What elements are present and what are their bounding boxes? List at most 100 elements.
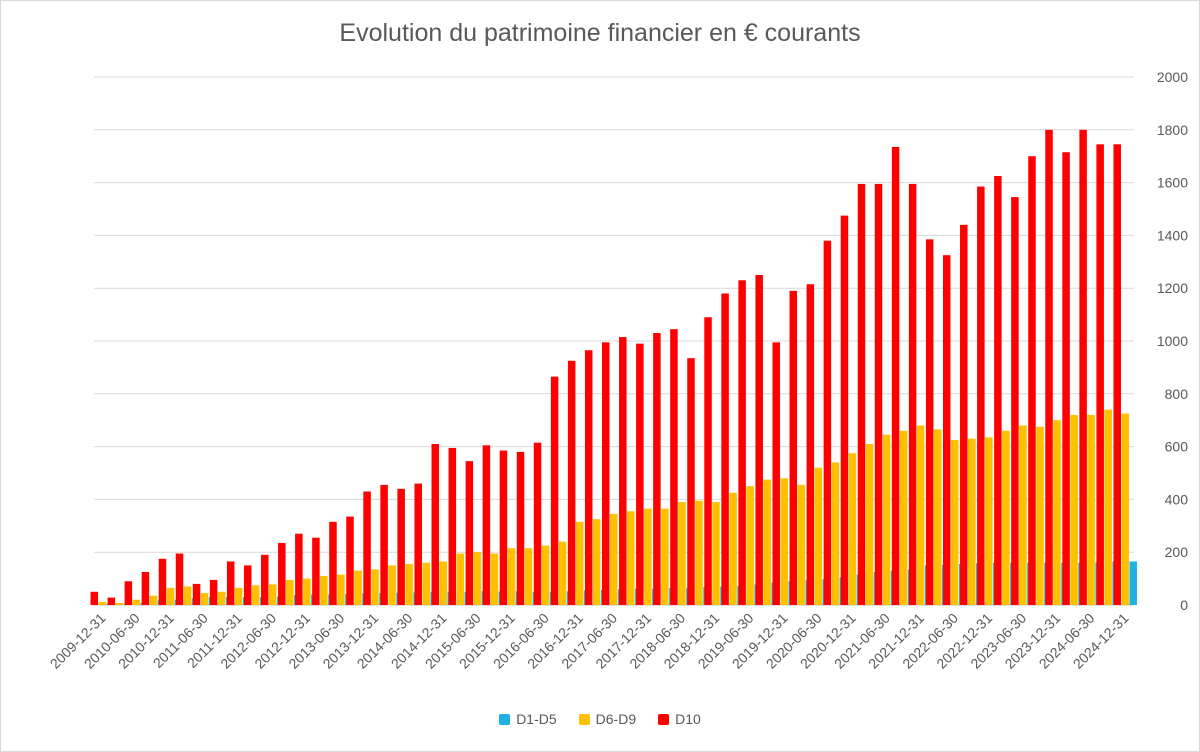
bar-d10 — [1113, 144, 1121, 605]
bar-d6-d9 — [916, 425, 925, 605]
bar-d6-d9 — [286, 579, 294, 605]
bar-d10 — [414, 483, 422, 605]
bar-d6-d9 — [1053, 420, 1061, 605]
bar-d6-d9 — [439, 561, 448, 605]
bar-d6-d9 — [456, 553, 465, 605]
bar-d10 — [891, 146, 900, 605]
y-tick-label: 400 — [1165, 491, 1189, 507]
bar-d6-d9 — [541, 545, 550, 605]
y-tick-label: 1800 — [1157, 122, 1188, 138]
legend-label: D1-D5 — [516, 711, 557, 727]
bar-d10 — [346, 516, 354, 605]
legend-item: D1-D5 — [499, 711, 557, 727]
bar-d10 — [584, 350, 593, 605]
chart-title: Evolution du patrimoine financier en € c… — [339, 19, 861, 47]
bar-d6-d9 — [1121, 413, 1129, 605]
bar-d6-d9 — [592, 519, 601, 605]
bar-d10 — [687, 358, 695, 605]
bar-d6-d9 — [610, 513, 618, 605]
bar-d6-d9 — [1019, 425, 1027, 605]
bar-d10 — [124, 581, 133, 605]
bar-d10 — [1062, 152, 1070, 606]
bar-d10 — [960, 224, 968, 605]
bar-d10 — [431, 443, 440, 605]
bar-d6-d9 — [695, 500, 703, 605]
bar-d6-d9 — [558, 541, 567, 605]
bar-d10 — [312, 537, 320, 605]
bar-d10 — [1028, 156, 1036, 605]
bar-d6-d9 — [422, 562, 430, 605]
bar-d1-d5 — [1129, 561, 1137, 605]
bar-d10 — [942, 255, 951, 605]
bar-d10 — [1079, 129, 1087, 606]
bar-d6-d9 — [354, 570, 362, 605]
bar-d6-d9 — [405, 564, 413, 605]
bar-d10 — [977, 186, 985, 605]
bar-d10 — [874, 183, 883, 606]
bar-d10 — [141, 572, 150, 605]
bar-d6-d9 — [371, 569, 379, 605]
y-tick-label: 800 — [1165, 386, 1189, 402]
bar-d10 — [1096, 144, 1104, 605]
bar-d10 — [755, 275, 763, 605]
bar-d10 — [1045, 129, 1053, 606]
bar-d6-d9 — [320, 575, 328, 605]
bar-d10 — [533, 442, 542, 605]
bar-d10 — [482, 445, 491, 605]
bar-d6-d9 — [814, 467, 823, 605]
bar-d10 — [380, 484, 388, 605]
y-tick-label: 600 — [1165, 439, 1189, 455]
bar-d6-d9 — [234, 587, 243, 605]
bar-d10 — [243, 565, 252, 605]
bar-d10 — [107, 597, 116, 605]
y-tick-label: 2000 — [1157, 69, 1188, 85]
bar-d6-d9 — [763, 479, 771, 605]
bar-d10 — [602, 342, 610, 605]
bar-d6-d9 — [337, 574, 345, 605]
bar-d10 — [806, 284, 815, 605]
y-tick-label: 1400 — [1157, 227, 1188, 243]
bar-d10 — [857, 183, 866, 606]
y-tick-label: 1200 — [1157, 280, 1188, 296]
legend-item: D10 — [658, 711, 701, 727]
bar-d10 — [840, 215, 849, 605]
bar-d6-d9 — [251, 585, 260, 605]
bar-d10 — [721, 293, 729, 605]
bar-d10 — [636, 343, 644, 605]
bar-d10 — [789, 290, 798, 605]
bar-d6-d9 — [661, 508, 669, 605]
bar-d10 — [465, 461, 474, 605]
bar-d10 — [670, 329, 678, 605]
bar-d6-d9 — [797, 484, 806, 605]
bar-d6-d9 — [678, 502, 686, 605]
bar-d6-d9 — [933, 429, 942, 605]
bar-d6-d9 — [985, 437, 993, 605]
bar-d6-d9 — [968, 438, 976, 605]
bar-d6-d9 — [132, 599, 141, 605]
bar-d6-d9 — [831, 462, 840, 605]
bar-d10 — [704, 317, 712, 605]
bar-d10 — [397, 488, 405, 605]
bar-d6-d9 — [149, 595, 158, 605]
bar-d6-d9 — [950, 440, 959, 605]
bar-d6-d9 — [269, 584, 277, 605]
bar-d6-d9 — [1070, 414, 1078, 605]
bar-d10 — [158, 558, 167, 605]
bar-d10 — [550, 376, 559, 605]
y-tick-label: 1600 — [1157, 175, 1188, 191]
bar-d6-d9 — [200, 593, 209, 605]
bar-d6-d9 — [575, 521, 584, 605]
bar-d6-d9 — [780, 478, 788, 605]
bar-d6-d9 — [644, 508, 652, 605]
bar-d6-d9 — [899, 430, 908, 605]
legend-swatch — [578, 713, 590, 725]
bar-d10 — [175, 553, 184, 605]
bar-d6-d9 — [490, 553, 499, 605]
bar-d10 — [653, 333, 661, 605]
bar-d10 — [738, 280, 746, 605]
bar-d10 — [278, 542, 286, 605]
bar-d6-d9 — [388, 565, 396, 605]
bar-d6-d9 — [98, 601, 107, 605]
bar-d10 — [1011, 197, 1019, 605]
bar-d6-d9 — [524, 548, 533, 605]
